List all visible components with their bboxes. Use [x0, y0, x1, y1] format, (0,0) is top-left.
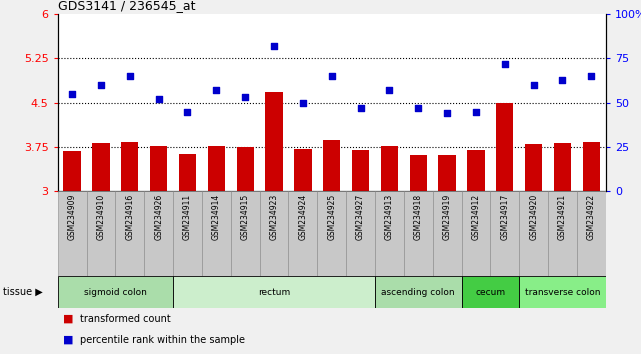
Bar — [231, 191, 260, 276]
Bar — [577, 191, 606, 276]
Bar — [438, 155, 456, 191]
Text: GSM234909: GSM234909 — [67, 194, 77, 240]
Text: GSM234910: GSM234910 — [96, 194, 106, 240]
Bar — [525, 144, 542, 191]
Point — [471, 109, 481, 114]
Text: GSM234917: GSM234917 — [500, 194, 510, 240]
Bar — [87, 191, 115, 276]
Text: GSM234913: GSM234913 — [385, 194, 394, 240]
Text: ascending colon: ascending colon — [381, 287, 455, 297]
Bar — [496, 103, 513, 191]
Text: GDS3141 / 236545_at: GDS3141 / 236545_at — [58, 0, 196, 12]
Bar — [490, 191, 519, 276]
Bar — [294, 149, 312, 191]
Point — [442, 110, 453, 116]
Point — [124, 73, 135, 79]
Bar — [462, 276, 519, 308]
Bar — [548, 191, 577, 276]
Bar — [173, 191, 202, 276]
Text: GSM234924: GSM234924 — [298, 194, 308, 240]
Point — [413, 105, 424, 111]
Bar — [554, 143, 571, 191]
Bar — [150, 146, 167, 191]
Bar — [208, 146, 225, 191]
Text: transformed count: transformed count — [79, 314, 171, 324]
Point — [297, 100, 308, 105]
Bar — [410, 155, 427, 191]
Point — [327, 73, 337, 79]
Point — [356, 105, 366, 111]
Point — [183, 109, 193, 114]
Text: GSM234925: GSM234925 — [327, 194, 337, 240]
Bar — [115, 191, 144, 276]
Text: GSM234914: GSM234914 — [212, 194, 221, 240]
Bar — [519, 276, 606, 308]
Bar — [375, 191, 404, 276]
Text: ■: ■ — [63, 335, 74, 345]
Text: GSM234918: GSM234918 — [413, 194, 423, 240]
Text: transverse colon: transverse colon — [525, 287, 600, 297]
Point — [385, 87, 395, 93]
Text: GSM234912: GSM234912 — [471, 194, 481, 240]
Bar — [237, 147, 254, 191]
Bar — [404, 191, 433, 276]
Point — [269, 43, 279, 49]
Text: GSM234921: GSM234921 — [558, 194, 567, 240]
Point — [154, 96, 164, 102]
Bar — [265, 92, 283, 191]
Text: GSM234915: GSM234915 — [240, 194, 250, 240]
Bar — [352, 150, 369, 191]
Bar — [260, 191, 288, 276]
Point — [240, 95, 250, 100]
Bar — [519, 191, 548, 276]
Text: tissue ▶: tissue ▶ — [3, 287, 43, 297]
Bar — [58, 276, 173, 308]
Point — [586, 73, 596, 79]
Point — [212, 87, 222, 93]
Bar — [375, 276, 462, 308]
Point — [529, 82, 539, 88]
Point — [500, 61, 510, 67]
Text: GSM234922: GSM234922 — [587, 194, 596, 240]
Bar — [288, 191, 317, 276]
Point — [96, 82, 106, 88]
Text: GSM234916: GSM234916 — [125, 194, 135, 240]
Text: sigmoid colon: sigmoid colon — [84, 287, 147, 297]
Point — [558, 77, 568, 82]
Bar — [202, 191, 231, 276]
Bar — [323, 140, 340, 191]
Point — [67, 91, 77, 97]
Bar — [121, 142, 138, 191]
Text: GSM234927: GSM234927 — [356, 194, 365, 240]
Text: ■: ■ — [63, 314, 74, 324]
Bar — [433, 191, 462, 276]
Bar — [462, 191, 490, 276]
Text: percentile rank within the sample: percentile rank within the sample — [79, 335, 245, 345]
Text: GSM234923: GSM234923 — [269, 194, 279, 240]
Bar — [173, 276, 375, 308]
Text: cecum: cecum — [476, 287, 505, 297]
Bar — [179, 154, 196, 191]
Bar — [58, 191, 87, 276]
Bar — [144, 191, 173, 276]
Bar — [381, 146, 398, 191]
Bar — [467, 150, 485, 191]
Bar — [583, 142, 600, 191]
Text: rectum: rectum — [258, 287, 290, 297]
Text: GSM234911: GSM234911 — [183, 194, 192, 240]
Text: GSM234926: GSM234926 — [154, 194, 163, 240]
Bar — [63, 151, 81, 191]
Bar — [92, 143, 110, 191]
Text: GSM234920: GSM234920 — [529, 194, 538, 240]
Bar — [317, 191, 346, 276]
Bar — [346, 191, 375, 276]
Text: GSM234919: GSM234919 — [442, 194, 452, 240]
